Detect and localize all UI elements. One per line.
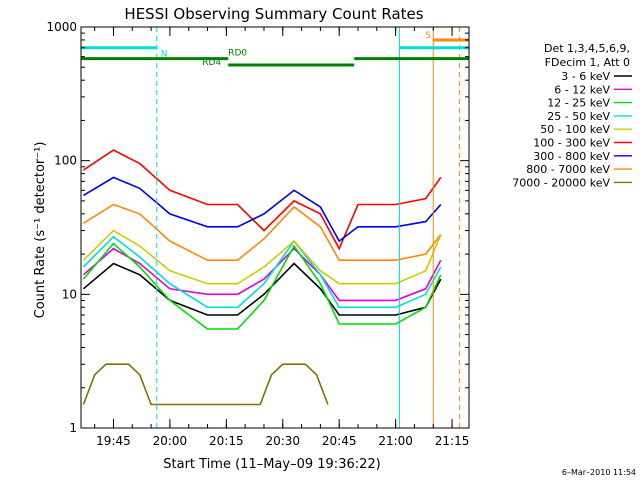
legend: Det 1,3,4,5,6,9,FDecim 1, Att 03 - 6 keV…: [512, 42, 632, 189]
plot-frame: [80, 26, 470, 429]
flag-label-3: RD4: [202, 58, 221, 68]
x-tick-label-3: 20:30: [265, 434, 300, 448]
series-line-2: [82, 242, 442, 330]
legend-header-0: Det 1,3,4,5,6,9,: [544, 42, 630, 55]
x-tick-label-5: 21:00: [378, 434, 413, 448]
x-tick-label-2: 20:15: [209, 434, 244, 448]
series-line-8: [82, 363, 329, 406]
series-line-5: [82, 149, 442, 251]
plot-area: N S RD0 RD4 1 10 100 1000 19:45 20:00 20:15 20:30 20…: [46, 20, 470, 448]
legend-label-7: 800 - 7000 keV: [526, 163, 610, 176]
y-tick-label-1: 10: [62, 287, 77, 301]
series-line-1: [82, 247, 442, 302]
legend-label-5: 100 - 300 keV: [533, 137, 610, 150]
series-line-6: [82, 176, 442, 243]
flag-label-0: N: [161, 50, 168, 60]
x-tick-label-4: 20:45: [322, 434, 357, 448]
flag-label-2: RD0: [228, 49, 247, 59]
legend-label-6: 300 - 800 keV: [533, 150, 610, 163]
series-line-4: [82, 229, 442, 285]
chart-title: HESSI Observing Summary Count Rates: [124, 5, 423, 23]
y-tick-label-0: 1: [69, 421, 77, 435]
series-line-3: [82, 235, 442, 309]
y-tick-label-3: 1000: [46, 20, 77, 34]
legend-label-3: 25 - 50 keV: [547, 110, 610, 123]
y-axis-label: Count Rate (s⁻¹ detector⁻¹): [33, 142, 48, 319]
x-axis-label: Start Time (11–May–09 19:36:22): [163, 457, 380, 472]
x-tick-label-6: 21:15: [435, 434, 470, 448]
legend-label-8: 7000 - 20000 keV: [512, 176, 610, 189]
y-tick-label-2: 100: [54, 154, 77, 168]
legend-header-1: FDecim 1, Att 0: [545, 56, 630, 69]
series-line-7: [82, 203, 442, 262]
series-line-0: [82, 262, 442, 316]
legend-label-1: 6 - 12 keV: [554, 83, 610, 96]
x-tick-label-1: 20:00: [153, 434, 188, 448]
date-stamp: 6–Mar–2010 11:54: [562, 468, 636, 477]
x-tick-label-0: 19:45: [96, 434, 131, 448]
legend-label-0: 3 - 6 keV: [561, 70, 610, 83]
flag-label-1: S: [425, 31, 431, 41]
legend-label-4: 50 - 100 keV: [540, 123, 610, 136]
legend-label-2: 12 - 25 keV: [547, 97, 610, 110]
